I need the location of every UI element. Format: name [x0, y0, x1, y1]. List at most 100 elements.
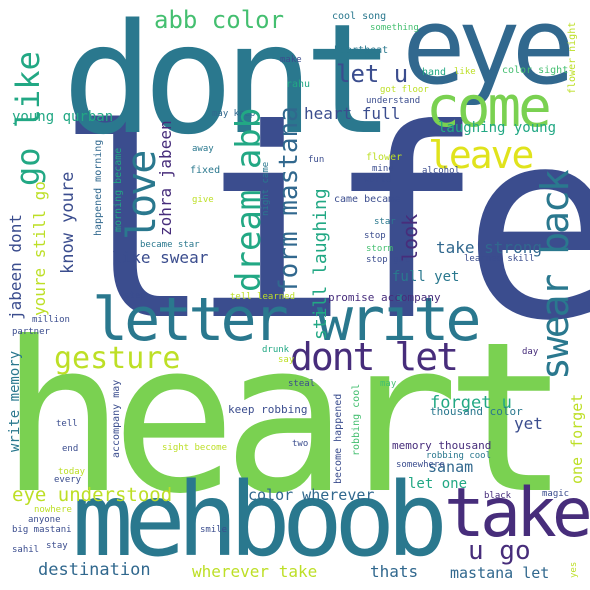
word-thats: thats: [370, 562, 419, 581]
word-swear-back: swear back: [533, 171, 577, 380]
word-eye-understood: eye understood: [12, 484, 173, 506]
word-flower-night: flower night: [567, 21, 578, 94]
word-star: star: [374, 217, 396, 227]
word-understand: understand: [366, 96, 421, 106]
word-say: say: [278, 355, 295, 365]
word-zohra-jabeen: zohra jabeen: [156, 120, 175, 236]
word-eye: eye: [402, 0, 575, 108]
word-let-u: let u: [336, 60, 409, 88]
word-robbing-cool: robbing cool: [351, 383, 362, 456]
word-know-youre: know youre: [58, 171, 78, 274]
word-laughing-young: laughing young: [438, 120, 557, 136]
word-magic: black: [484, 491, 512, 501]
word-like-swear: like swear: [112, 248, 209, 267]
word-one-forget: one forget: [568, 393, 586, 484]
word-let-one: let one: [408, 476, 468, 492]
word-thousand-color: thousand color: [430, 405, 523, 418]
word-sahil: smile: [200, 525, 228, 535]
word-make: make: [280, 55, 302, 65]
word-stop: stop: [364, 231, 386, 241]
word-cool-song: cool song: [332, 11, 387, 22]
word-form-mastana: form mastana: [274, 106, 304, 294]
word-today: today: [58, 467, 86, 477]
word-like: like: [454, 67, 476, 77]
word-end: end: [62, 444, 79, 454]
word-heart-full: heart full: [304, 104, 401, 123]
word-tell: tell: [56, 419, 78, 429]
word-something: something: [370, 23, 419, 33]
word-may-keep: may keep: [212, 109, 256, 119]
word-night-came: night came: [261, 161, 271, 216]
word-time: yes: [569, 561, 579, 578]
word-two: two: [292, 439, 309, 449]
word-sanam: sanam: [428, 458, 474, 476]
word-give: give: [192, 195, 214, 205]
word-got-floor: got floor: [380, 85, 429, 95]
word-happened-morning: happened morning: [93, 139, 104, 236]
word-black: somewhere: [396, 460, 445, 470]
word-dont: dont: [62, 0, 395, 168]
word-memory-thousand: memory thousand: [392, 439, 492, 452]
word-heart: heart: [0, 298, 570, 540]
word-jabeen-dont: jabeen dont: [6, 214, 25, 320]
word-step: step: [124, 291, 146, 301]
word-come: come: [426, 75, 552, 140]
word-every: every: [54, 475, 82, 485]
word-abb-color: abb color: [154, 6, 285, 34]
word-young-qurban: young qurban: [12, 109, 114, 125]
word-life: life: [55, 73, 590, 378]
word-nowhere: nowhere: [34, 505, 72, 515]
word-stop-got: stop got: [366, 255, 410, 265]
word-morning-became: morning became: [113, 147, 124, 232]
word-take: take: [444, 474, 590, 553]
word-alcohol: alcohol: [422, 166, 460, 176]
word-steal: steal: [288, 379, 316, 389]
word-accompany-may: accompany may: [111, 379, 122, 458]
word-color-wherever: color wherever: [248, 486, 375, 504]
word-leave: leave: [428, 133, 534, 177]
word-take-strong: take strong: [436, 238, 542, 257]
word-mine: mine: [372, 164, 394, 174]
word-hand: hand: [422, 67, 447, 78]
word-forget-u: forget u: [430, 393, 512, 413]
word-wherever-take: wherever take: [192, 562, 318, 581]
word-rahu: rahu: [286, 79, 311, 90]
word-drunk: drunk: [262, 345, 290, 355]
word-u-go: u go: [468, 536, 531, 566]
word-partner: partner: [12, 327, 50, 337]
word-world: world: [364, 175, 392, 185]
word-stay: sahil: [12, 545, 40, 555]
word-yes: stay: [46, 541, 68, 551]
word-heartbeat: heartbeat: [334, 45, 389, 56]
word-flower: flower: [366, 152, 403, 163]
word-destination: destination: [38, 560, 151, 580]
word-mehboob: mehboob: [72, 461, 448, 580]
word-sight-become: sight become: [162, 443, 228, 453]
word-smile: magic: [542, 489, 570, 499]
word-keep-robbing: keep robbing: [228, 403, 308, 416]
word-yet: yet: [514, 414, 543, 433]
word-fun: fun: [308, 155, 325, 165]
word-came-became: came became: [334, 194, 401, 205]
word-learned-skill: learned skill: [464, 254, 535, 264]
word-still-laughing: still laughing: [310, 188, 331, 340]
word-become-happened: become happened: [333, 393, 344, 484]
word-storm: storm: [366, 244, 394, 254]
word-write-memory: write memory: [7, 350, 23, 452]
word-day: day: [522, 347, 539, 357]
word-dont-let: dont let: [290, 335, 459, 379]
word-tell-learned: tell learned: [230, 292, 296, 302]
word-go-like: go like: [9, 51, 47, 186]
word-mastana-let: mastana let: [450, 564, 550, 582]
word-letter-write: letter write: [92, 285, 481, 355]
word-anyone: anyone: [28, 515, 61, 525]
word-youre-still-go: youre still go: [30, 181, 49, 316]
word-million: million: [32, 315, 70, 325]
word-away: away: [192, 144, 214, 154]
word-look: look: [398, 213, 422, 262]
word-somewhere: robbing cool: [426, 451, 492, 461]
word-fixed: fixed: [190, 165, 221, 176]
word-became-star: became star: [140, 240, 200, 250]
word-may: may: [380, 379, 397, 389]
